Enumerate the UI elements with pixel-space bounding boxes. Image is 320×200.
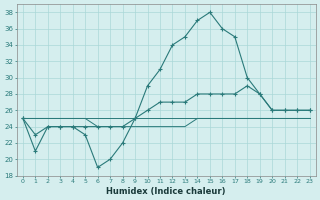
X-axis label: Humidex (Indice chaleur): Humidex (Indice chaleur) <box>107 187 226 196</box>
